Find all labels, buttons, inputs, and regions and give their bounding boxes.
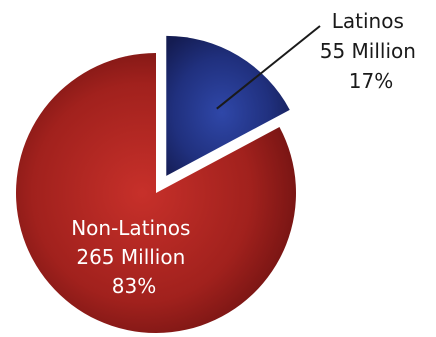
latinos-value-label: 55 Million [320,39,416,63]
latinos-percent-label: 17% [349,69,393,93]
leader-line-latinos [216,25,321,110]
pie-slice-non-latinos [16,53,297,333]
non-latinos-percent-label: 83% [112,274,156,298]
slice-label-latinos: Latinos 55 Million 17% [320,9,423,93]
latinos-name-label: Latinos [332,9,404,33]
pie-slice-latinos [166,35,290,176]
non-latinos-value-label: 265 Million [76,245,185,269]
slice-label-non-latinos: Non-Latinos 265 Million 83% [71,216,197,298]
non-latinos-name-label: Non-Latinos [71,216,190,240]
